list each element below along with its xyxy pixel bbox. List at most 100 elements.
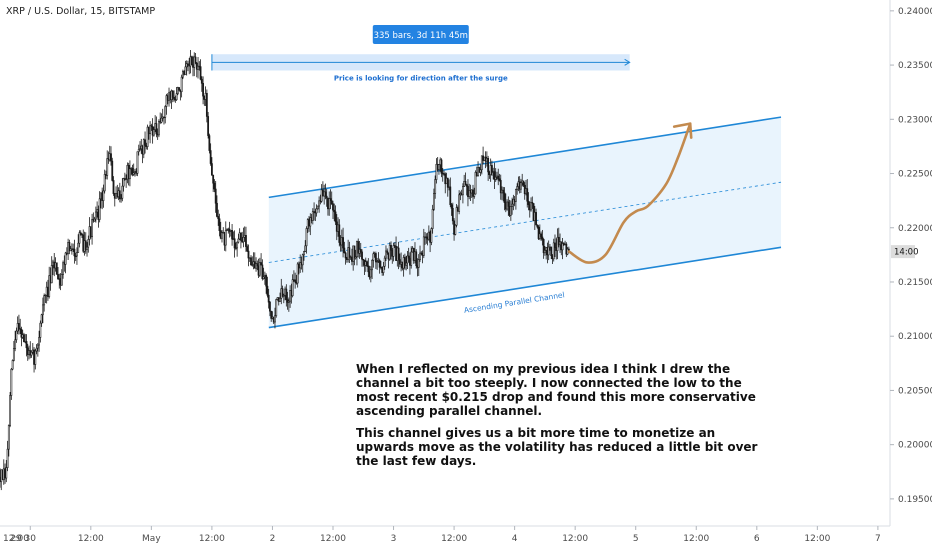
candle-body: [520, 182, 522, 190]
candle: [403, 253, 406, 270]
date-range-label-box: [372, 25, 469, 44]
candle-body: [218, 218, 221, 232]
candle: [507, 196, 510, 216]
candle-body: [367, 265, 370, 273]
candle: [419, 245, 421, 262]
candle-body: [110, 153, 112, 162]
candle: [48, 266, 51, 299]
channel-lower-line[interactable]: [268, 246, 782, 329]
candle: [245, 226, 247, 252]
candle: [155, 116, 158, 138]
candle-body: [344, 252, 347, 259]
candle: [68, 239, 71, 255]
candle: [131, 164, 134, 177]
candle-body: [142, 139, 145, 155]
candle-body: [449, 186, 452, 205]
candle-body: [316, 205, 319, 210]
candle-body: [106, 158, 109, 176]
channel-upper-line[interactable]: [268, 116, 782, 199]
time-tick-label: 12:00: [320, 534, 346, 544]
candle: [18, 314, 20, 335]
candle-body: [531, 202, 534, 204]
candle-body: [491, 165, 493, 173]
candle: [12, 341, 15, 362]
candle-body: [281, 288, 284, 297]
candle: [531, 196, 534, 209]
price-axis[interactable]: 0.19500 0.20000 0.20500 0.21000 0.21500 0.220…: [890, 7, 932, 505]
candle-body: [87, 239, 90, 248]
candle-body: [57, 274, 59, 280]
candle: [342, 227, 344, 258]
candle: [359, 242, 362, 258]
candle: [392, 242, 395, 262]
candle-body: [20, 328, 23, 338]
projection-curve[interactable]: [567, 122, 692, 264]
candle: [325, 188, 328, 207]
candle-body: [386, 250, 389, 254]
candle: [522, 180, 525, 188]
candle: [338, 219, 341, 247]
candle: [23, 332, 25, 343]
candle-body: [190, 56, 193, 66]
candle: [30, 350, 33, 358]
candle-body: [216, 202, 218, 217]
candle: [50, 256, 53, 284]
note-line: most recent $0.215 drop and found this m…: [356, 390, 756, 404]
candle: [218, 213, 221, 237]
date-range-annotation[interactable]: 335 bars, 3d 11h 45m Price is looking for…: [211, 25, 631, 82]
candle-body: [62, 262, 64, 275]
candle: [197, 56, 199, 79]
candle: [236, 241, 239, 257]
candle: [199, 59, 202, 81]
candle-body: [324, 191, 327, 197]
candle: [267, 288, 270, 309]
candle-body: [236, 241, 239, 249]
candle-body: [473, 193, 476, 197]
candle: [332, 200, 334, 220]
candle-body: [122, 178, 125, 187]
candle: [142, 138, 145, 159]
candle-body: [451, 208, 454, 222]
time-axis[interactable]: 30 12:00 May 12:00 2 12:00 3 12:00 4 12:00 5 12:00 6…: [3, 526, 881, 544]
candle-body: [261, 264, 264, 279]
candle-body: [472, 189, 474, 197]
candle-body: [208, 135, 211, 151]
candle-body: [417, 259, 420, 268]
candle-body: [487, 158, 490, 173]
candle-body: [285, 288, 288, 300]
candle-body: [84, 240, 87, 250]
candle: [296, 262, 299, 288]
candle-body: [211, 163, 213, 176]
candle: [552, 238, 555, 262]
candle: [473, 187, 476, 199]
candle-body: [567, 248, 570, 251]
candle-body: [265, 275, 268, 287]
candle: [214, 180, 217, 213]
candle-body: [78, 232, 81, 244]
candle: [266, 276, 269, 298]
candle: [294, 272, 297, 289]
note-paragraph-2: This channel gives us a bit more time to…: [356, 426, 762, 468]
time-tick-label: 30: [25, 534, 37, 544]
candle-body: [497, 175, 500, 180]
candle: [415, 249, 418, 269]
time-tick-label: 2: [270, 534, 276, 544]
candle-body: [378, 260, 381, 268]
candle: [540, 231, 543, 242]
candle-body: [258, 262, 261, 276]
candle: [15, 327, 18, 343]
projection-arrow[interactable]: [567, 122, 693, 264]
candle-body: [242, 236, 245, 243]
candle: [433, 188, 435, 211]
candle-body: [112, 180, 115, 194]
candle-body: [214, 188, 217, 204]
candle: [64, 251, 67, 274]
candle-body: [434, 179, 437, 194]
candle-body: [410, 251, 413, 266]
note-block[interactable]: When I reflected on my previous idea I t…: [356, 362, 762, 468]
candle: [34, 348, 37, 370]
candle-body: [94, 211, 97, 220]
candle-body: [270, 310, 273, 319]
